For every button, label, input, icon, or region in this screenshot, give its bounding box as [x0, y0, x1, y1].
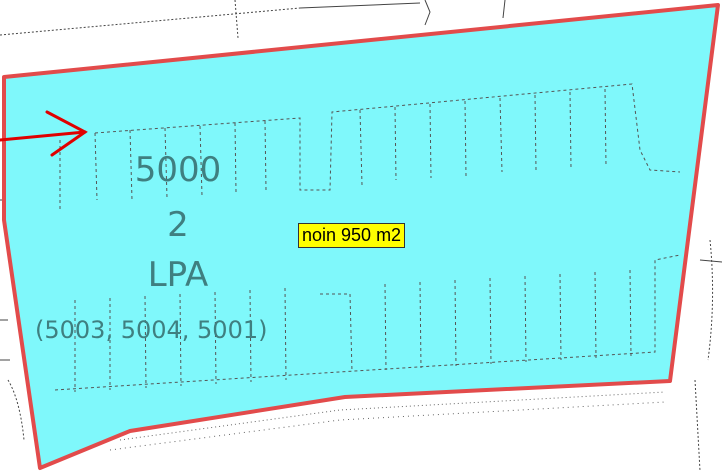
- area-badge: noin 950 m2: [298, 223, 406, 248]
- red-arrow-icon: [0, 110, 88, 157]
- plot-codes-label: (5003, 5004, 5001): [35, 316, 268, 344]
- block-number-label: 5000: [134, 150, 222, 190]
- plot-number-label: 2: [167, 205, 189, 245]
- parking-stalls: [54, 83, 681, 392]
- use-code-label: LPA: [147, 255, 209, 295]
